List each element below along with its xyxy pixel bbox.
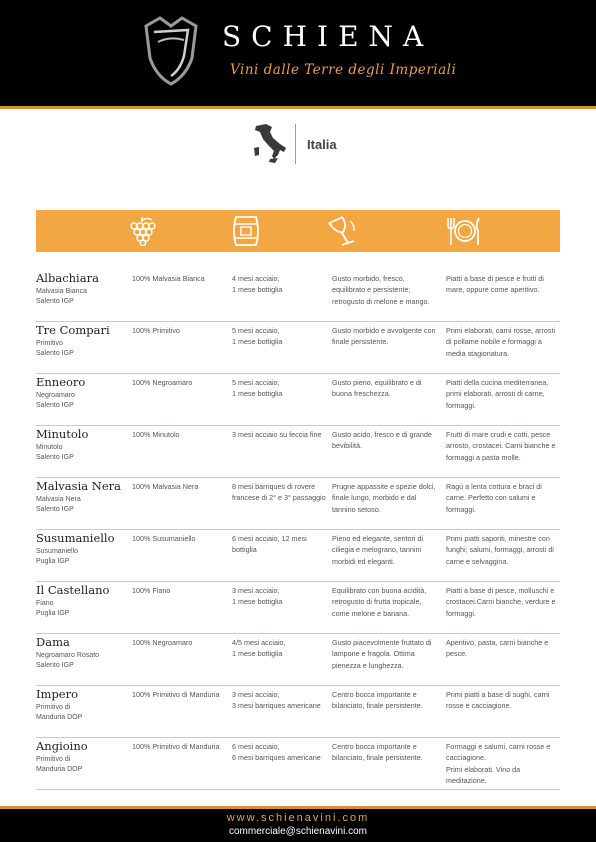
wine-appellation: Malvasia Nera Salento IGP — [36, 496, 81, 513]
grape-variety: 100% Fiano — [132, 586, 171, 595]
shield-logo-icon — [144, 16, 198, 86]
plate-cutlery-icon — [447, 217, 480, 245]
wine-appellation: Negroamaro Salento IGP — [36, 392, 75, 409]
footer: www.schienavini.com commerciale@schienav… — [0, 809, 596, 842]
food-pairing: Primi piatti saporiti, minestre con fung… — [446, 534, 554, 566]
wine-name: Il Castellano — [36, 583, 110, 597]
food-pairing: Formaggi e salumi, carni rosse e cacciag… — [446, 742, 551, 786]
wine-row: Enneoro Negroamaro Salento IGP 100% Negroa… — [36, 374, 560, 426]
wine-row: Malvasia Nera Malvasia Nera Salento IGP 10… — [36, 478, 560, 530]
country-label: Italia — [250, 120, 370, 166]
brand-tagline: Vini dalle Terre degli Imperiali — [230, 62, 457, 78]
brand-name: SCHIENA — [222, 20, 434, 53]
aging-info: 3 mesi acciaio, 1 mese bottiglia — [232, 586, 283, 607]
tasting-notes: Equilibrato con buona acidità, retrogust… — [332, 586, 427, 618]
header-divider — [0, 106, 596, 109]
wine-list: Albachiara Malvasia Bianca Salento IGP 100… — [36, 270, 560, 790]
aging-info: 5 mesi acciaio, 1 mese bottiglia — [232, 378, 283, 399]
wine-appellation: Fiano Puglia IGP — [36, 600, 70, 617]
wine-name: Enneoro — [36, 375, 86, 389]
aging-info: 6 mesi acciaio, 12 mesi bottiglia — [232, 534, 307, 555]
food-pairing: Piatti a base di pesce e frutti di mare,… — [446, 274, 544, 295]
grape-variety: 100% Malvasia Nera — [132, 482, 199, 491]
aging-info: 4 mesi acciaio, 1 mese bottiglia — [232, 274, 283, 295]
wine-row: Minutolo Minutolo Salento IGP 100% Minutol… — [36, 426, 560, 478]
website-link[interactable]: www.schienavini.com — [226, 812, 370, 824]
wine-row: Albachiara Malvasia Bianca Salento IGP 100… — [36, 270, 560, 322]
grape-variety: 100% Negroamaro — [132, 378, 193, 387]
tasting-notes: Prugne appassite e spezie dolci, finale … — [332, 482, 436, 514]
wine-appellation: Primitivo di Manduria DOP — [36, 704, 83, 721]
email-link[interactable]: commerciale@schienavini.com — [229, 826, 367, 837]
food-pairing: Ragù a lenta cottura e braci di carne. P… — [446, 482, 542, 514]
grape-variety: 100% Primitivo — [132, 326, 180, 335]
wine-appellation: Susumaniello Puglia IGP — [36, 548, 79, 565]
wine-name: Impero — [36, 687, 79, 701]
wine-row: Tre Compari Primitivo Salento IGP 100% Pri… — [36, 322, 560, 374]
grape-variety: 100% Malvasia Bianca — [132, 274, 205, 283]
tasting-notes: Gusto pieno, equilibrato e di buona fres… — [332, 378, 422, 399]
wine-name: Albachiara — [36, 271, 99, 285]
aging-info: 4/5 mesi acciaio, 1 mese bottiglia — [232, 638, 286, 659]
wine-glass-icon — [328, 216, 355, 246]
wine-appellation: Malvasia Bianca Salento IGP — [36, 288, 87, 305]
grape-variety: 100% Susumaniello — [132, 534, 196, 543]
wine-name: Dama — [36, 635, 70, 649]
grape-variety: 100% Minutolo — [132, 430, 180, 439]
country-separator — [295, 124, 296, 164]
wine-row: Il Castellano Fiano Puglia IGP 100% Fiano 3… — [36, 582, 560, 634]
country-name: Italia — [307, 137, 337, 152]
food-pairing: Primi piatti a base di sughi, carni ross… — [446, 690, 550, 711]
aging-info: 3 mesi acciaio, 3 mesi barriques america… — [232, 690, 321, 711]
italy-map-icon — [254, 124, 286, 163]
food-pairing: Primi elaborati, carni rosse, arrosti di… — [446, 326, 556, 358]
food-pairing: Frutti di mare crudi e cotti, pesce arro… — [446, 430, 556, 462]
wine-appellation: Primitivo Salento IGP — [36, 340, 74, 357]
grape-variety: 100% Primitivo di Manduria — [132, 690, 220, 699]
tasting-notes: Centro bocca importante e bilanciato, fi… — [332, 742, 423, 763]
header: SCHIENA Vini dalle Terre degli Imperiali — [0, 0, 596, 106]
wine-name: Tre Compari — [36, 323, 110, 337]
wine-name: Susumaniello — [36, 531, 115, 545]
aging-info: 8 mesi barriques di rovere francese di 2… — [232, 482, 326, 503]
grape-variety: 100% Negroamaro — [132, 638, 193, 647]
footer-divider — [0, 806, 596, 809]
aging-info: 6 mesi acciaio, 6 mesi barriques america… — [232, 742, 321, 763]
wine-row: Susumaniello Susumaniello Puglia IGP 100% … — [36, 530, 560, 582]
aging-info: 3 mesi acciaio su feccia fine — [232, 430, 322, 439]
tasting-notes: Centro bocca importante e bilanciato, fi… — [332, 690, 423, 711]
grape-variety: 100% Primitivo di Manduria — [132, 742, 220, 751]
food-pairing: Aperitivo, pasta, carni bianche e pesce. — [446, 638, 549, 659]
tasting-notes: Pieno ed elegante, sentori di ciliegia e… — [332, 534, 424, 566]
tasting-notes: Gusto morbido e avvolgente con finale pe… — [332, 326, 436, 347]
column-header-band — [36, 210, 560, 252]
food-pairing: Piatti della cucina mediterranea, primi … — [446, 378, 549, 410]
aging-info: 5 mesi acciaio, 1 mese bottiglia — [232, 326, 283, 347]
wine-row: Dama Negroamaro Rosato Salento IGP 100% Ne… — [36, 634, 560, 686]
wine-name: Angioino — [36, 739, 88, 753]
wine-row: Angioino Primitivo di Manduria DOP 100% Pr… — [36, 738, 560, 790]
barrel-icon — [233, 216, 259, 246]
wine-appellation: Negroamaro Rosato Salento IGP — [36, 652, 100, 669]
wine-name: Malvasia Nera — [36, 479, 121, 493]
wine-name: Minutolo — [36, 427, 89, 441]
food-pairing: Piatti a base di pesce, molluschi e cros… — [446, 586, 556, 618]
tasting-notes: Gusto piacevolmente fruttato di lampone … — [332, 638, 432, 670]
wine-appellation: Primitivo di Manduria DOP — [36, 756, 83, 773]
tasting-notes: Gusto morbido, fresco, equilibrato e per… — [332, 274, 430, 306]
grapes-icon — [130, 217, 156, 246]
tasting-notes: Gusto acido, fresco e di grande bevibili… — [332, 430, 432, 451]
wine-row: Impero Primitivo di Manduria DOP 100% Prim… — [36, 686, 560, 738]
wine-appellation: Minutolo Salento IGP — [36, 444, 74, 461]
